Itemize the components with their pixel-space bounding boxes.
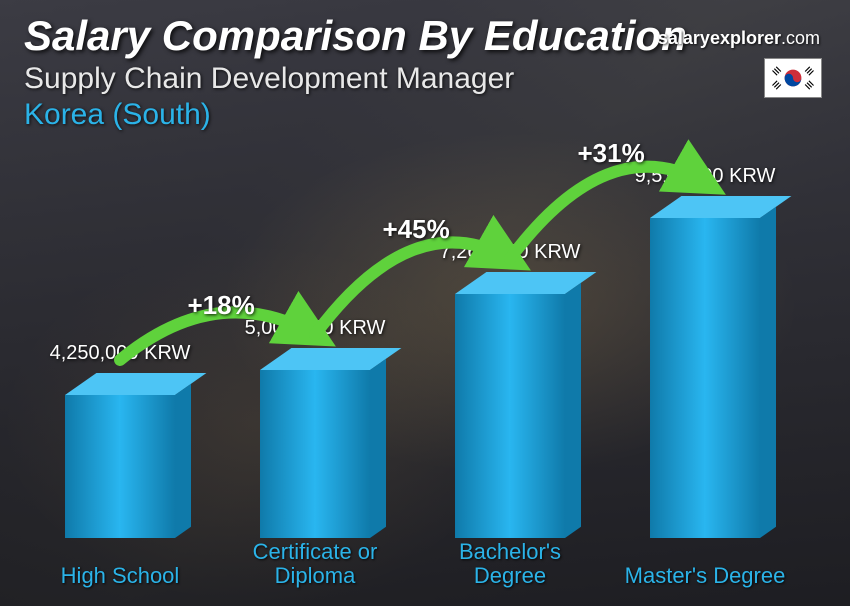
increase-percent: +45%	[383, 214, 450, 245]
flag-icon	[764, 58, 822, 98]
bar-category-label: Certificate or Diploma	[225, 540, 405, 588]
bar-category-label: Master's Degree	[615, 564, 795, 588]
bar-category-label: High School	[30, 564, 210, 588]
bar	[65, 395, 175, 538]
bar	[260, 370, 370, 538]
increase-percent: +31%	[578, 138, 645, 169]
bar	[650, 218, 760, 538]
brand-name-light: .com	[781, 28, 820, 48]
bar-group: 5,000,000 KRWCertificate or Diploma	[225, 330, 405, 588]
brand-name-bold: salaryexplorer	[658, 28, 781, 48]
chart-country: Korea (South)	[24, 98, 826, 132]
bar-group: 7,260,000 KRWBachelor's Degree	[420, 254, 600, 588]
bar-group: 9,510,000 KRWMaster's Degree	[615, 178, 795, 588]
bar-chart: 4,250,000 KRWHigh School5,000,000 KRWCer…	[30, 128, 810, 588]
brand-logo: salaryexplorer.com	[658, 28, 820, 49]
bar	[455, 294, 565, 538]
increase-percent: +18%	[188, 290, 255, 321]
bar-group: 4,250,000 KRWHigh School	[30, 355, 210, 588]
bar-value-label: 4,250,000 KRW	[30, 342, 210, 365]
bar-category-label: Bachelor's Degree	[420, 540, 600, 588]
chart-subtitle: Supply Chain Development Manager	[24, 62, 826, 96]
